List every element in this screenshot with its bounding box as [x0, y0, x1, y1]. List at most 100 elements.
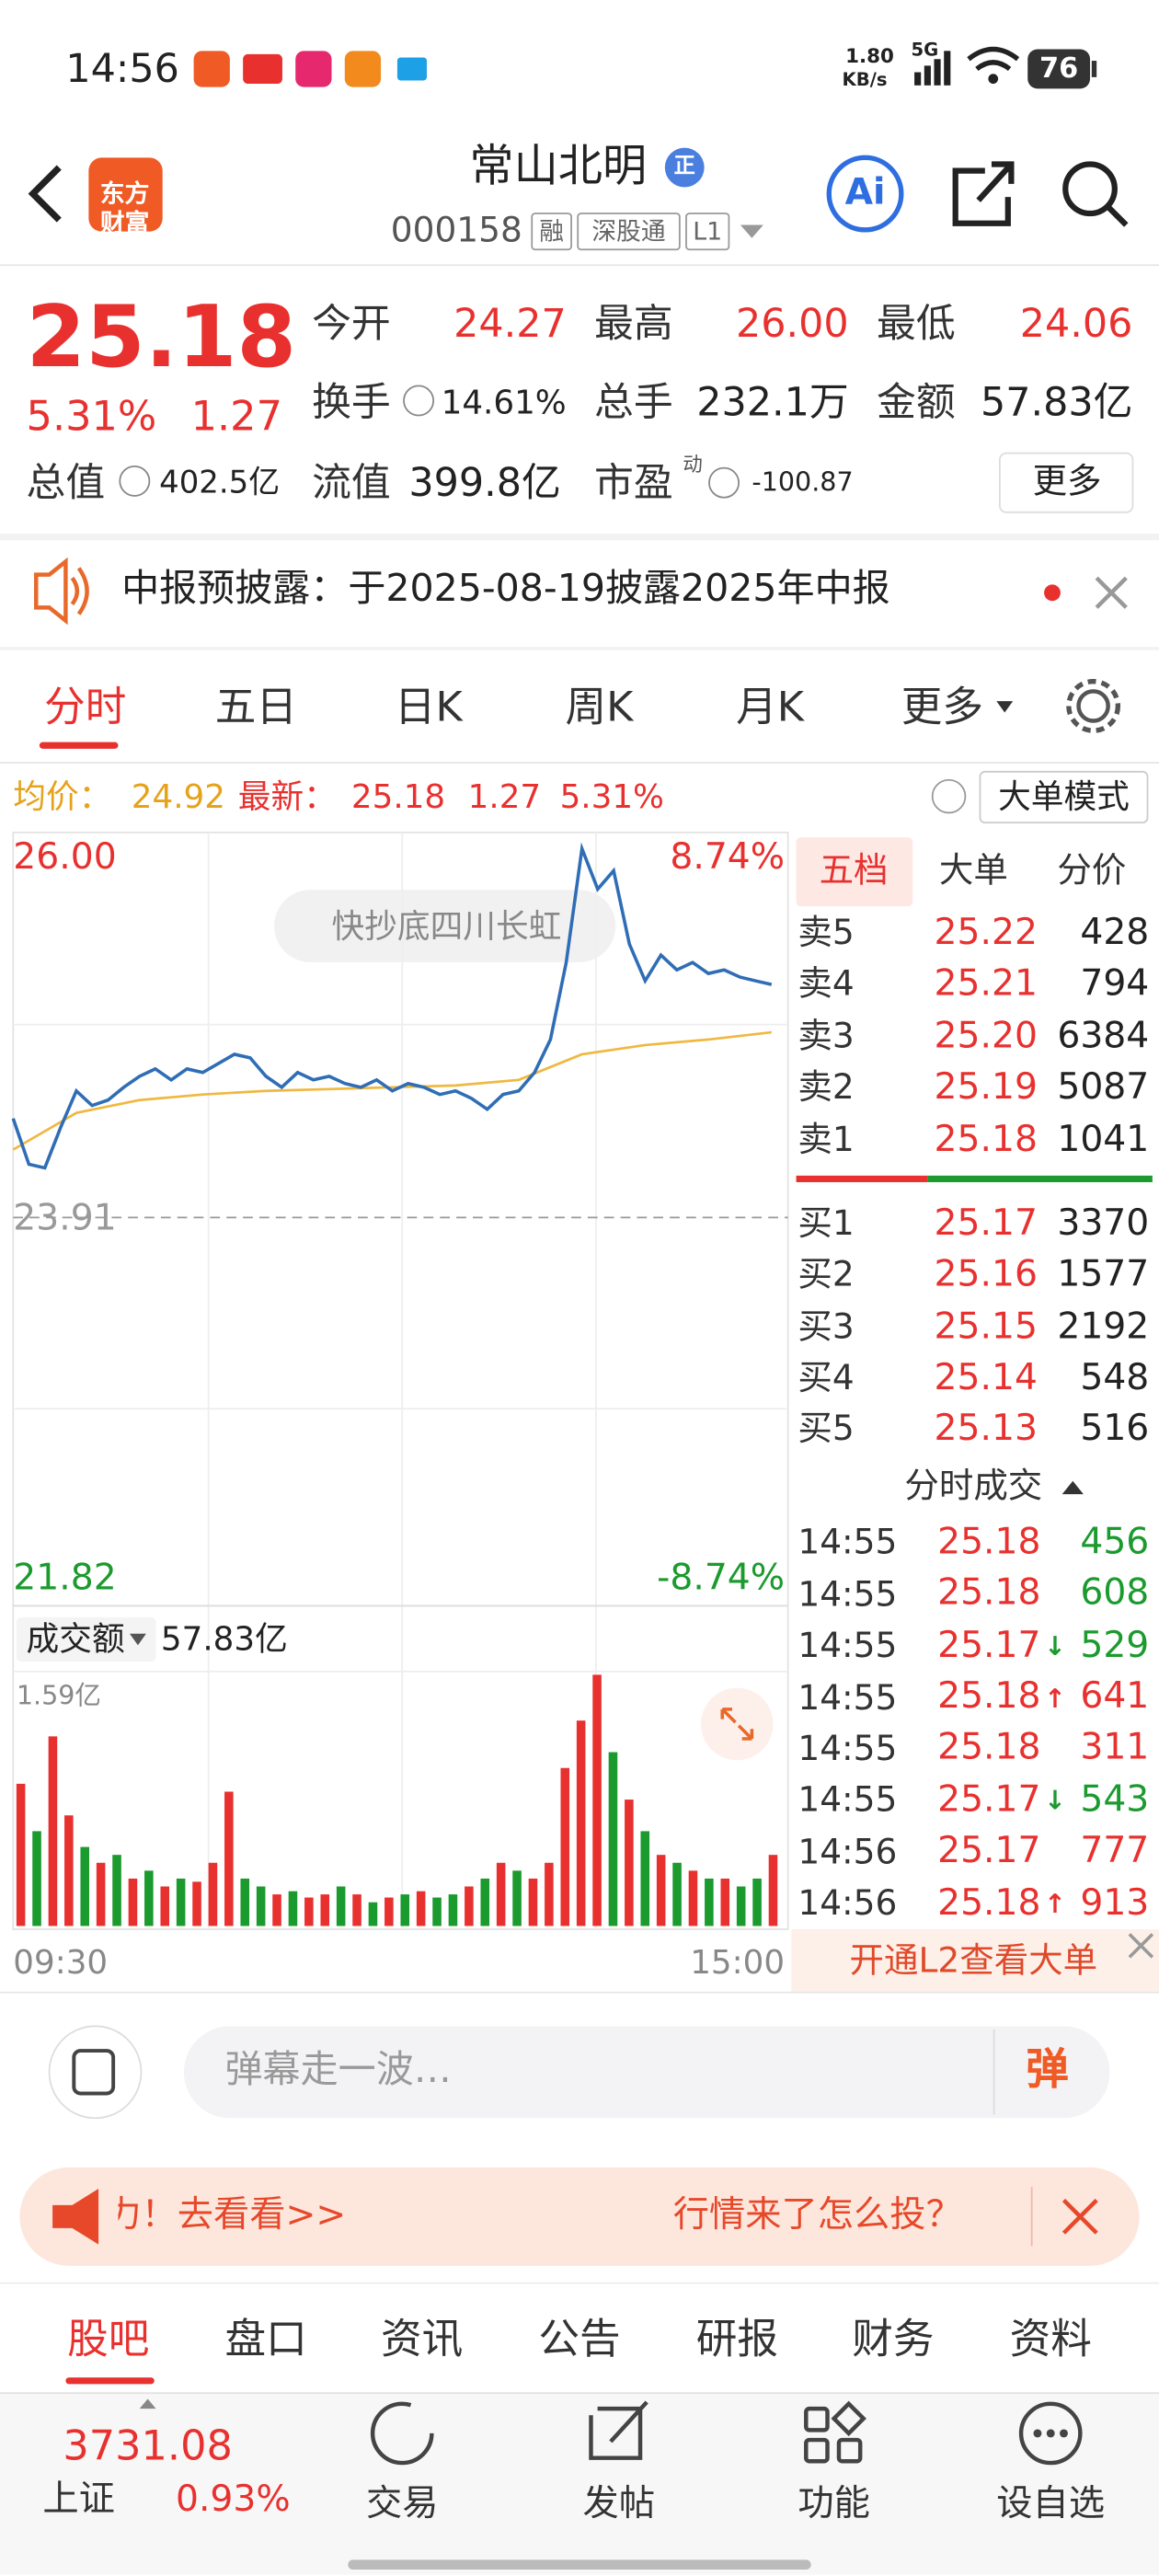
more-button[interactable] [998, 452, 1134, 513]
book-price: 25.19 [934, 1066, 1038, 1109]
volume-selector[interactable] [16, 1616, 156, 1662]
annotation: 快抄底四川长虹 [331, 906, 562, 946]
book-tab[interactable]: 大单 [938, 851, 1008, 891]
expand-button[interactable] [720, 1708, 754, 1741]
nav-icons [1033, 2429, 1068, 2438]
volume-bar [112, 1855, 121, 1926]
trade-arrow: ↓ [1044, 1630, 1066, 1662]
volume-total: 57.83亿 [160, 1618, 288, 1659]
trade-arrow: ↑ [1044, 1682, 1066, 1714]
tab-active[interactable] [796, 837, 913, 907]
trade-price: 25.18 [937, 1882, 1041, 1924]
chart-tab[interactable]: 月K [736, 683, 804, 731]
danmaku-toggle[interactable] [48, 2025, 143, 2120]
index-value: 3731.08 [63, 2421, 233, 2470]
trade-arrow: ↑ [1044, 1888, 1066, 1920]
book-volume: 428 [1080, 912, 1150, 954]
chart-tab[interactable]: 五日 [214, 683, 298, 731]
settings-button[interactable] [1066, 678, 1121, 733]
close-button[interactable] [1128, 1933, 1154, 1959]
trade-price: 25.18 [937, 1728, 1041, 1769]
divider [0, 534, 1159, 541]
book-tab[interactable]: 分价 [1057, 851, 1127, 891]
stat-label: 市盈 [594, 458, 673, 505]
ai-label[interactable]: Ai [844, 172, 886, 213]
info-icon[interactable] [403, 385, 435, 417]
trades-title[interactable]: 分时成交 [904, 1466, 1043, 1507]
book-price: 25.20 [934, 1016, 1038, 1057]
section-tab[interactable]: 资料 [1009, 2315, 1092, 2363]
nav-item[interactable]: 发帖 [582, 2483, 656, 2525]
volume-bar [64, 1815, 74, 1926]
mode-label[interactable]: 大单模式 [998, 776, 1130, 816]
app-icon [243, 53, 282, 85]
ai-button[interactable] [826, 155, 904, 233]
section-tab[interactable]: 公告 [538, 2315, 621, 2363]
app-icon [295, 51, 332, 87]
comment-input[interactable] [183, 2026, 1110, 2119]
share-button[interactable] [952, 161, 1015, 226]
trade-time: 14:55 [798, 1626, 898, 1666]
search-button[interactable] [1062, 161, 1118, 217]
promo-bar[interactable] [19, 2167, 1140, 2266]
net-speed-unit: KB/s [842, 69, 888, 91]
trade-time: 14:55 [798, 1677, 898, 1718]
dropdown[interactable] [740, 224, 763, 238]
promo-clip: 力！去看看>> [118, 2184, 643, 2249]
book-volume: 2192 [1057, 1306, 1150, 1348]
settings-button[interactable] [1076, 689, 1110, 723]
comment-placeholder[interactable]: 弹幕走一波… [224, 2049, 452, 2093]
danmaku-toggle[interactable] [72, 2049, 116, 2096]
section-tab[interactable]: 财务 [852, 2315, 935, 2363]
unread-dot [1044, 584, 1061, 602]
trade-volume: 529 [1080, 1625, 1150, 1666]
volume-bar [48, 1736, 58, 1926]
trade-price: 25.17 [937, 1831, 1041, 1872]
chart-tab[interactable]: 更多 [901, 683, 984, 731]
avg-line [12, 1030, 772, 1151]
notice-text[interactable]: 中报预披露：于2025-08-19披露2025年中报 [121, 568, 890, 612]
dropdown[interactable] [996, 701, 1014, 713]
dropdown[interactable] [129, 1633, 146, 1646]
section-tab[interactable]: 盘口 [224, 2315, 307, 2363]
chart-tab[interactable]: 分时 [44, 683, 127, 731]
expand-button[interactable] [701, 1687, 774, 1761]
book-volume: 548 [1080, 1357, 1150, 1399]
volume-bar [256, 1886, 266, 1926]
mode-button[interactable] [979, 770, 1149, 824]
volume-label[interactable]: 成交额 [26, 1618, 125, 1659]
book-tab[interactable]: 五档 [819, 851, 889, 891]
battery-level: 76 [1039, 52, 1079, 86]
chart-tab[interactable]: 日K [394, 683, 463, 731]
nav-item[interactable]: 交易 [365, 2483, 439, 2525]
chart-tab[interactable]: 周K [565, 683, 634, 731]
info-icon[interactable] [119, 465, 151, 497]
close-button[interactable] [1061, 2198, 1098, 2235]
megaphone-icon [52, 2189, 99, 2245]
danmaku-button[interactable]: 弹 [1026, 2046, 1069, 2096]
stat-value: 24.06 [1019, 299, 1133, 346]
section-tab[interactable]: 股吧 [67, 2315, 150, 2363]
l2-banner[interactable] [791, 1929, 1159, 1992]
section-tab[interactable]: 研报 [695, 2315, 778, 2363]
promo-right[interactable]: 行情来了怎么投？ [672, 2194, 962, 2237]
more-button-label[interactable]: 更多 [1032, 462, 1102, 502]
l2-banner-text[interactable]: 开通L2查看大单 [849, 1941, 1098, 1982]
help-icon[interactable] [931, 778, 967, 814]
book-price: 25.13 [934, 1408, 1038, 1450]
nav-item[interactable]: 功能 [798, 2483, 870, 2525]
volume-bar [656, 1855, 666, 1926]
promo-left[interactable]: 力！去看看>> [118, 2194, 347, 2237]
volume-tick-label: 1.59亿 [16, 1680, 102, 1712]
close-button[interactable] [1095, 576, 1128, 609]
info-icon[interactable] [708, 466, 740, 499]
nav-item[interactable]: 设自选 [996, 2483, 1106, 2525]
back-button[interactable] [28, 165, 62, 223]
section-tab[interactable]: 资讯 [381, 2315, 464, 2363]
book-level: 卖5 [798, 913, 855, 953]
x-tick-label: 09:30 [13, 1942, 109, 1983]
sort-arrow[interactable] [1061, 1480, 1084, 1495]
search-button[interactable] [1106, 204, 1129, 227]
